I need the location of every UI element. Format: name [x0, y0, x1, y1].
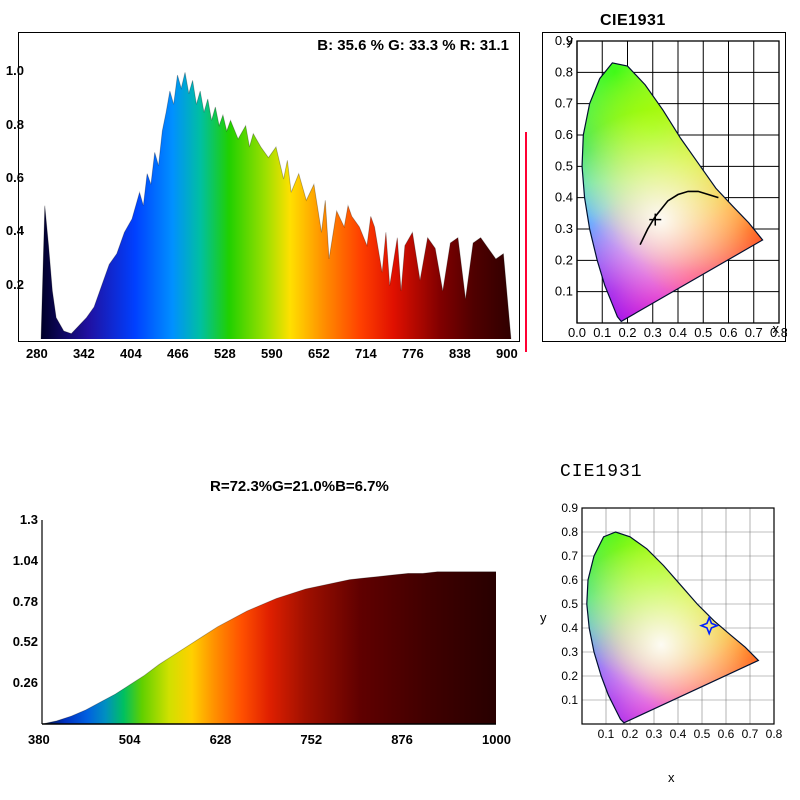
svg-text:y: y: [567, 33, 574, 48]
svg-text:0.2: 0.2: [622, 727, 639, 741]
bottom-spectrum-panel: [38, 516, 500, 728]
top-spectrum-panel: B: 35.6 % G: 33.3 % R: 31.1: [18, 32, 520, 342]
ytick-label: 0.78: [13, 594, 38, 609]
xtick-label: 404: [120, 346, 142, 361]
svg-text:0.5: 0.5: [561, 597, 578, 611]
svg-text:0.6: 0.6: [555, 127, 573, 142]
ytick-label: 1.3: [20, 512, 38, 527]
bottom-cie-title: CIE1931: [560, 462, 643, 482]
svg-text:0.8: 0.8: [766, 727, 783, 741]
xtick-label: 628: [210, 732, 232, 747]
svg-text:0.4: 0.4: [670, 727, 687, 741]
xtick-label: 776: [402, 346, 424, 361]
xtick-label: 528: [214, 346, 236, 361]
svg-text:0.5: 0.5: [694, 325, 712, 340]
xtick-label: 876: [391, 732, 413, 747]
svg-text:0.4: 0.4: [561, 621, 578, 635]
bottom-cie-svg: 0.1 0.2 0.3 0.4 0.5 0.6 0.7 0.8 0.1 0.2 0.3 0.4 0.5 0…: [548, 500, 786, 756]
svg-text:0.1: 0.1: [555, 284, 573, 299]
svg-text:x: x: [773, 321, 780, 336]
ytick-label: 1.04: [13, 553, 38, 568]
svg-text:0.3: 0.3: [644, 325, 662, 340]
bottom-cie-xlabel-text: x: [668, 770, 675, 785]
svg-text:0.1: 0.1: [593, 325, 611, 340]
bottom-spectrum-svg: [38, 516, 500, 728]
ytick-label: 1.0: [6, 63, 24, 78]
xtick-label: 714: [355, 346, 377, 361]
bottom-cie-ylabel-text: y: [540, 610, 547, 625]
svg-text:0.1: 0.1: [598, 727, 615, 741]
ytick-label: 0.2: [6, 277, 24, 292]
bottom-cie-xlabel: x: [668, 770, 675, 785]
svg-text:0.4: 0.4: [669, 325, 687, 340]
svg-text:0.3: 0.3: [646, 727, 663, 741]
xtick-label: 466: [167, 346, 189, 361]
ytick-label: 0.6: [6, 170, 24, 185]
xtick-label: 652: [308, 346, 330, 361]
svg-text:0.9: 0.9: [561, 501, 578, 515]
top-cie-svg: 0.0 0.1 0.2 0.3 0.4 0.5 0.6 0.7 0.8 0.1 0.2 0.3 0.4 0…: [543, 33, 787, 343]
top-spectrum-svg: [19, 33, 521, 343]
xtick-label: 752: [300, 732, 322, 747]
bottom-spectrum-header: R=72.3%G=21.0%B=6.7%: [210, 478, 389, 496]
svg-text:0.7: 0.7: [555, 96, 573, 111]
xtick-label: 1000: [482, 732, 511, 747]
xtick-label: 900: [496, 346, 518, 361]
xtick-label: 504: [119, 732, 141, 747]
svg-text:0.2: 0.2: [561, 669, 578, 683]
xtick-label: 280: [26, 346, 48, 361]
top-cie-title-text: CIE1931: [600, 12, 666, 29]
svg-text:0.5: 0.5: [694, 727, 711, 741]
bottom-spectrum-yticks: 0.260.520.781.041.3: [6, 516, 40, 728]
svg-text:0.7: 0.7: [742, 727, 759, 741]
bottom-spectrum-xticks: 3805046287528761000: [38, 732, 500, 754]
svg-text:0.4: 0.4: [555, 190, 573, 205]
svg-text:0.6: 0.6: [718, 727, 735, 741]
bottom-cie-ylabel: y: [540, 610, 547, 625]
svg-text:0.6: 0.6: [561, 573, 578, 587]
svg-text:0.1: 0.1: [561, 693, 578, 707]
xtick-label: 590: [261, 346, 283, 361]
svg-text:0.3: 0.3: [555, 221, 573, 236]
xtick-label: 380: [28, 732, 50, 747]
xtick-label: 838: [449, 346, 471, 361]
top-spectrum-yticks: 0.2 0.4 0.6 0.8 1.0: [0, 32, 26, 342]
bottom-cie-panel: 0.1 0.2 0.3 0.4 0.5 0.6 0.7 0.8 0.1 0.2 0.3 0.4 0.5 0…: [548, 500, 786, 756]
svg-text:0.3: 0.3: [561, 645, 578, 659]
svg-text:0.6: 0.6: [719, 325, 737, 340]
top-red-bar: [525, 132, 527, 352]
top-spectrum-xticks: 280 342 404 466 528 590 652 714 776 838 900: [18, 346, 520, 368]
svg-text:0.2: 0.2: [618, 325, 636, 340]
svg-text:0.0: 0.0: [568, 325, 586, 340]
svg-text:0.7: 0.7: [745, 325, 763, 340]
bottom-cie-title-text: CIE1931: [560, 462, 643, 482]
ytick-label: 0.4: [6, 223, 24, 238]
svg-text:0.5: 0.5: [555, 158, 573, 173]
svg-text:0.7: 0.7: [561, 549, 578, 563]
ytick-label: 0.8: [6, 117, 24, 132]
top-spectrum-header: B: 35.6 % G: 33.3 % R: 31.1: [317, 37, 509, 54]
ytick-label: 0.26: [13, 675, 38, 690]
top-cie-panel: 0.0 0.1 0.2 0.3 0.4 0.5 0.6 0.7 0.8 0.1 0.2 0.3 0.4 0…: [542, 32, 786, 342]
svg-text:0.8: 0.8: [561, 525, 578, 539]
ytick-label: 0.52: [13, 634, 38, 649]
svg-text:0.8: 0.8: [555, 64, 573, 79]
xtick-label: 342: [73, 346, 95, 361]
svg-text:0.2: 0.2: [555, 252, 573, 267]
bottom-spectrum-header-text: R=72.3%G=21.0%B=6.7%: [210, 478, 389, 495]
top-cie-title: CIE1931: [600, 12, 666, 30]
